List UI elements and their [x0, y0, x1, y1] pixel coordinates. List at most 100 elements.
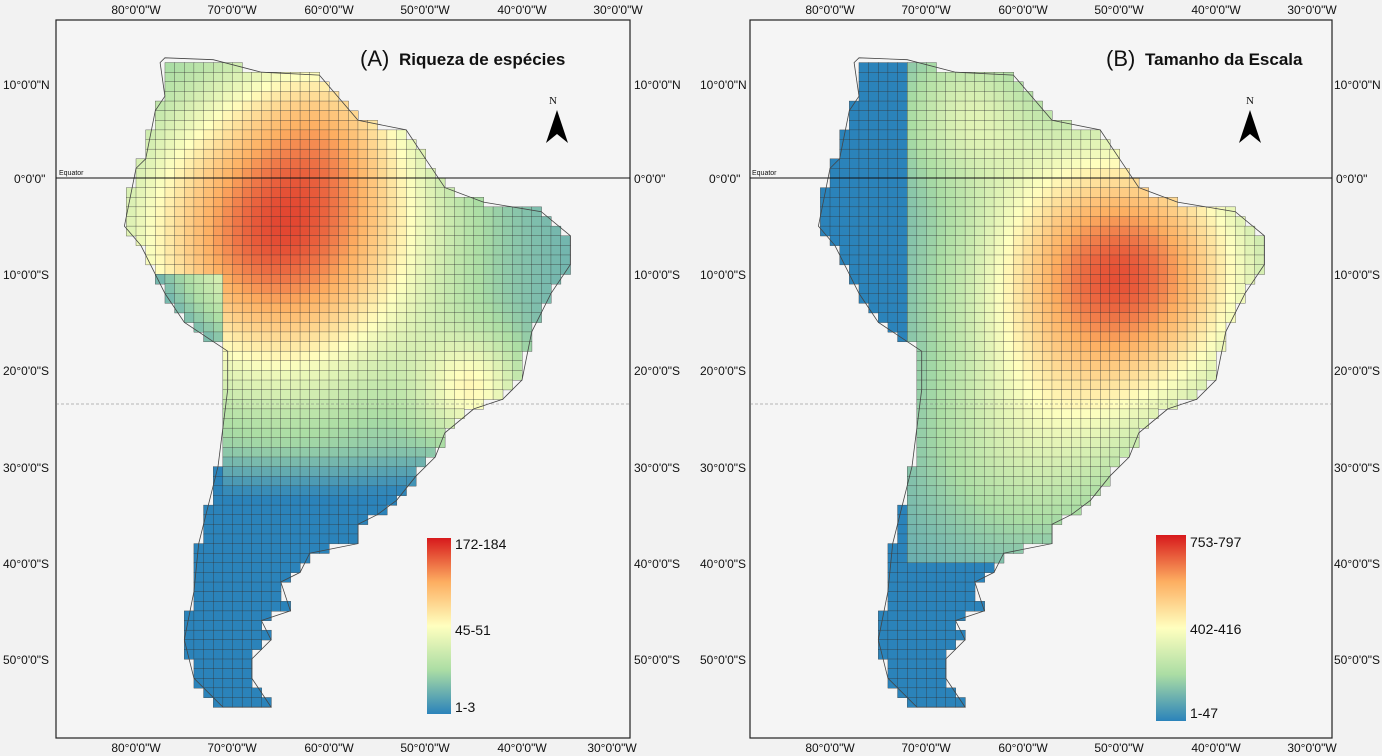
- grid-cell: [1177, 350, 1188, 362]
- grid-cell: [444, 225, 455, 237]
- grid-cell: [338, 408, 349, 419]
- lon-label-40w-bottom-a: 40°0'0"W: [497, 741, 547, 755]
- grid-cell: [483, 283, 494, 294]
- grid-cell: [907, 620, 918, 631]
- grid-cell: [1138, 283, 1149, 294]
- grid-cell: [251, 168, 262, 179]
- grid-cell: [1080, 485, 1092, 496]
- grid-cell: [964, 562, 976, 573]
- grid-cell: [1215, 341, 1227, 352]
- grid-cell: [386, 254, 398, 266]
- grid-cell: [406, 418, 417, 429]
- grid-cell: [261, 553, 272, 564]
- grid-cell: [916, 504, 927, 516]
- grid-cell: [1071, 447, 1082, 458]
- grid-cell: [887, 610, 899, 621]
- grid-cell: [984, 110, 995, 121]
- grid-cell: [1119, 389, 1130, 400]
- grid-cell: [1003, 216, 1014, 227]
- grid-cell: [377, 427, 388, 439]
- grid-cell: [232, 389, 243, 400]
- grid-cell: [1109, 177, 1120, 189]
- grid-cell: [280, 283, 291, 294]
- grid-cell: [964, 254, 976, 266]
- grid-cell: [512, 360, 523, 371]
- grid-cell: [396, 331, 407, 343]
- grid-cell: [270, 591, 282, 602]
- grid-cell: [916, 72, 927, 83]
- grid-cell: [993, 379, 1005, 391]
- grid-cell: [1109, 437, 1120, 448]
- grid-cell: [878, 274, 889, 285]
- grid-cell: [502, 293, 513, 304]
- grid-cell: [415, 177, 426, 189]
- grid-cell: [319, 293, 330, 304]
- grid-cell: [964, 360, 976, 371]
- grid-cell: [213, 187, 224, 198]
- grid-cell: [415, 206, 426, 217]
- grid-cell: [1090, 206, 1101, 217]
- grid-cell: [174, 110, 185, 121]
- grid-cell: [299, 447, 311, 458]
- grid-cell: [974, 418, 985, 429]
- grid-cell: [1013, 216, 1024, 227]
- grid-cell: [280, 437, 291, 448]
- grid-cell: [174, 216, 185, 227]
- grid-cell: [222, 553, 233, 564]
- grid-cell: [203, 639, 214, 650]
- grid-cell: [261, 447, 272, 458]
- grid-cell: [1100, 360, 1111, 371]
- grid-cell: [1128, 216, 1140, 227]
- grid-cell: [386, 331, 398, 343]
- grid-cell: [1032, 418, 1043, 429]
- grid-cell: [1013, 331, 1024, 343]
- grid-cell: [945, 447, 956, 458]
- grid-cell: [1177, 341, 1188, 352]
- grid-cell: [222, 687, 233, 698]
- grid-cell: [213, 533, 224, 545]
- grid-cell: [357, 389, 369, 400]
- grid-cell: [993, 254, 1005, 266]
- grid-cell: [926, 591, 937, 602]
- grid-cell: [964, 120, 976, 131]
- grid-cell: [1157, 206, 1169, 217]
- grid-cell: [916, 168, 927, 179]
- grid-cell: [521, 302, 533, 314]
- grid-cell: [222, 322, 233, 333]
- grid-cell: [993, 341, 1005, 352]
- grid-cell: [1042, 274, 1053, 285]
- grid-cell: [858, 245, 870, 256]
- panel-title-a: Riqueza de espécies: [399, 50, 565, 69]
- grid-cell: [1061, 408, 1072, 419]
- grid-cell: [1022, 312, 1034, 323]
- grid-cell: [145, 168, 156, 179]
- grid-cell: [319, 264, 330, 275]
- grid-cell: [1003, 389, 1014, 400]
- grid-cell: [377, 274, 388, 285]
- grid-cell: [964, 485, 976, 496]
- grid-cell: [926, 72, 937, 83]
- grid-cell: [203, 562, 214, 573]
- grid-cell: [926, 495, 937, 506]
- grid-cell: [1119, 245, 1130, 256]
- grid-cell: [222, 341, 233, 352]
- grid-cell: [1013, 293, 1024, 304]
- grid-cell: [955, 158, 966, 169]
- grid-cell: [1051, 437, 1063, 448]
- grid-cell: [290, 216, 301, 227]
- grid-cell: [338, 418, 349, 429]
- grid-cell: [1128, 437, 1140, 448]
- grid-cell: [945, 629, 956, 641]
- grid-cell: [955, 148, 966, 160]
- grid-cell: [193, 649, 205, 660]
- grid-cell: [1013, 322, 1024, 333]
- grid-cell: [290, 235, 301, 246]
- grid-cell: [1090, 274, 1101, 285]
- grid-cell: [145, 206, 156, 217]
- grid-cell: [1051, 408, 1063, 419]
- grid-cell: [280, 370, 291, 381]
- grid-cell: [1167, 254, 1178, 266]
- grid-cell: [964, 274, 976, 285]
- grid-cell: [280, 553, 291, 564]
- grid-cell: [241, 379, 253, 391]
